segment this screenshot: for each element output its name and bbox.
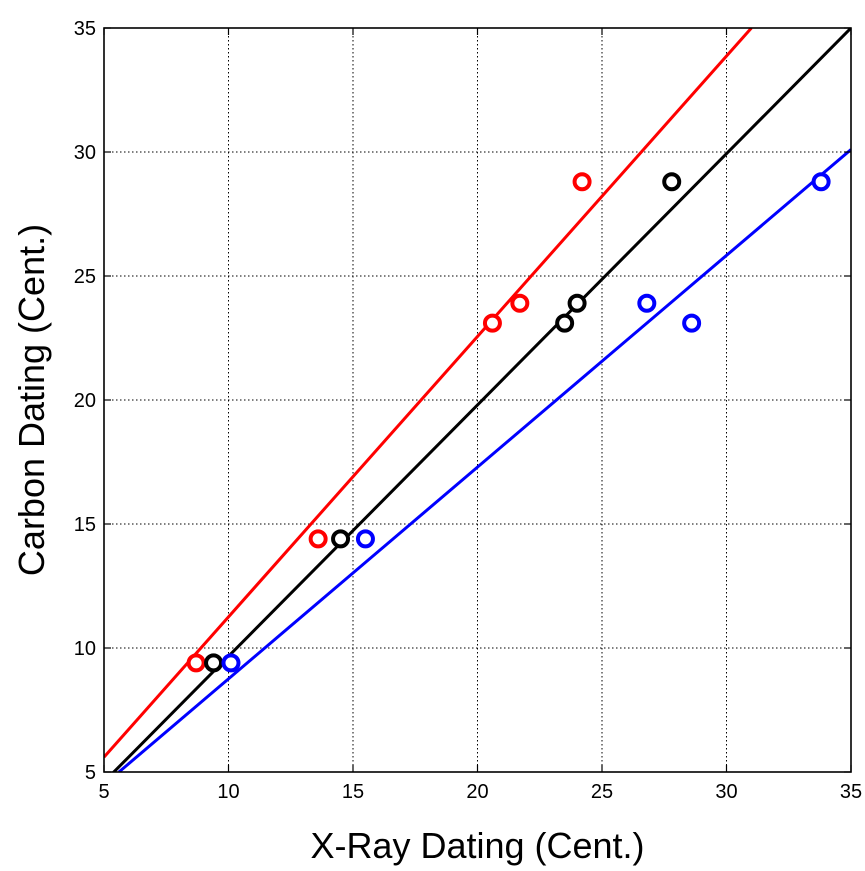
data-point-1 — [567, 293, 587, 313]
data-point-2 — [811, 172, 831, 192]
x-tick-label: 5 — [98, 781, 109, 803]
x-tick-label: 15 — [342, 781, 364, 803]
y-tick-label: 20 — [74, 390, 96, 412]
data-point-0 — [572, 172, 592, 192]
y-tick-label: 10 — [74, 638, 96, 660]
data-point-1 — [662, 172, 682, 192]
x-tick-label: 30 — [715, 781, 737, 803]
data-point-0 — [308, 529, 328, 549]
fit-line-2 — [117, 148, 851, 772]
data-point-1 — [331, 529, 351, 549]
data-point-2 — [355, 529, 375, 549]
y-tick-label: 15 — [74, 514, 96, 536]
data-point-1 — [555, 313, 575, 333]
data-points — [186, 172, 831, 673]
y-tick-label: 35 — [74, 18, 96, 40]
data-point-2 — [682, 313, 702, 333]
data-point-2 — [637, 293, 657, 313]
fit-line-0 — [104, 28, 753, 759]
data-point-0 — [186, 653, 206, 673]
y-tick-label: 30 — [74, 142, 96, 164]
x-tick-label: 35 — [840, 781, 862, 803]
tick-labels: 5 10 15 20 25 30 35 5 10 15 20 25 30 35 — [74, 18, 862, 803]
data-point-1 — [204, 653, 224, 673]
y-tick-label: 5 — [85, 762, 96, 784]
data-point-2 — [221, 653, 241, 673]
x-tick-label: 25 — [591, 781, 613, 803]
x-axis-label: X-Ray Dating (Cent.) — [310, 825, 644, 866]
y-axis-label: Carbon Dating (Cent.) — [11, 224, 52, 576]
data-point-0 — [510, 293, 530, 313]
x-tick-label: 20 — [466, 781, 488, 803]
y-tick-label: 25 — [74, 266, 96, 288]
data-point-0 — [482, 313, 502, 333]
x-tick-label: 10 — [217, 781, 239, 803]
